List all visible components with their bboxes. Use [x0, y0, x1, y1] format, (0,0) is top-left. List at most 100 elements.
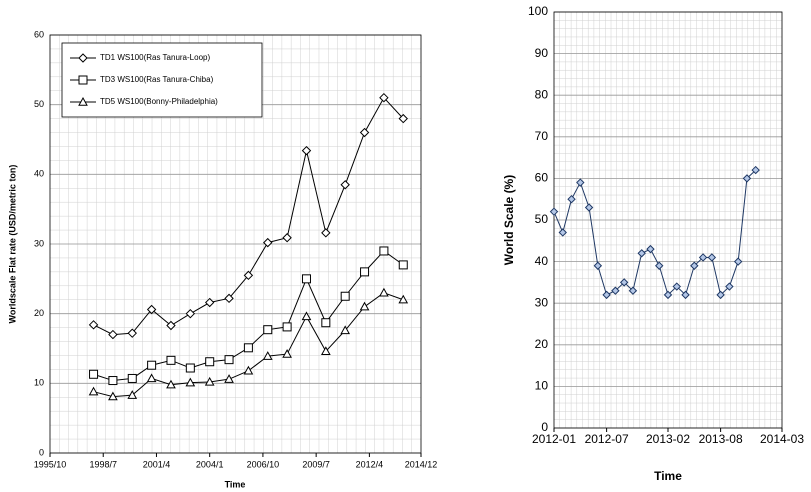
- marker: [204, 376, 215, 386]
- plot-frame: [553, 11, 783, 429]
- marker: [576, 178, 585, 187]
- x-axis-label: Time: [654, 469, 682, 483]
- y-tick-label: 50: [34, 99, 44, 109]
- marker: [733, 257, 743, 266]
- x-tick-label: 2012-01: [532, 432, 576, 446]
- legend-label: TD5 WS100(Bonny-Philadelphia): [100, 97, 218, 106]
- marker: [360, 267, 370, 277]
- y-tick-label: 30: [535, 295, 549, 309]
- x-tick-label: 1998/7: [89, 459, 117, 469]
- y-tick-label: 50: [535, 212, 549, 226]
- legend-label: TD1 WS100(Ras Tanura-Loop): [100, 53, 210, 62]
- x-tick-label: 2013-02: [646, 432, 690, 446]
- marker: [301, 145, 312, 156]
- marker: [146, 373, 157, 383]
- marker: [88, 320, 99, 330]
- x-tick-label: 2014-03: [760, 432, 804, 446]
- x-tick-label: 2001/4: [143, 459, 171, 469]
- marker: [340, 291, 350, 301]
- marker: [127, 390, 138, 399]
- marker: [646, 244, 655, 254]
- x-tick-label: 2013-08: [699, 432, 743, 446]
- series-line: [553, 169, 757, 296]
- marker: [619, 278, 629, 287]
- marker: [185, 363, 195, 373]
- y-tick-label: 60: [34, 29, 44, 39]
- y-tick-label: 70: [535, 129, 549, 143]
- marker: [282, 349, 292, 358]
- marker: [243, 270, 254, 281]
- marker: [205, 357, 215, 367]
- marker: [127, 328, 137, 338]
- marker: [88, 386, 99, 396]
- marker: [321, 318, 331, 328]
- x-tick-label: 2006/10: [247, 459, 280, 469]
- marker: [166, 379, 176, 389]
- marker: [340, 325, 351, 335]
- marker: [584, 203, 594, 212]
- y-axis-label: Worldscale Flat rate (USD/metric ton): [7, 165, 17, 324]
- marker: [751, 165, 760, 175]
- marker: [263, 237, 273, 248]
- x-tick-label: 2012-07: [585, 432, 629, 446]
- marker: [185, 377, 196, 387]
- marker: [224, 355, 234, 365]
- marker: [611, 286, 620, 295]
- marker: [320, 346, 331, 355]
- marker: [78, 53, 88, 63]
- y-tick-label: 10: [535, 379, 549, 393]
- marker: [340, 180, 350, 190]
- marker: [224, 293, 234, 304]
- marker: [379, 92, 389, 103]
- marker: [147, 360, 157, 370]
- marker: [379, 246, 389, 256]
- marker: [146, 304, 157, 315]
- marker: [698, 253, 708, 262]
- marker: [263, 325, 273, 335]
- marker: [185, 308, 196, 319]
- marker: [301, 311, 312, 321]
- marker: [359, 301, 370, 311]
- marker: [243, 365, 254, 375]
- marker: [707, 253, 717, 262]
- marker: [558, 228, 567, 237]
- x-tick-label: 2014/12: [405, 459, 438, 469]
- marker: [359, 127, 370, 138]
- marker: [742, 174, 752, 183]
- marker: [398, 113, 408, 124]
- marker: [398, 260, 408, 270]
- marker: [89, 369, 99, 379]
- marker: [321, 228, 331, 238]
- y-tick-label: 0: [541, 420, 548, 434]
- marker: [593, 261, 603, 270]
- marker: [681, 290, 690, 300]
- y-tick-label: 30: [34, 238, 44, 248]
- y-tick-label: 0: [39, 447, 44, 457]
- y-tick-label: 20: [535, 337, 549, 351]
- legend-label: TD3 WS100(Ras Tanura-Chiba): [100, 75, 214, 84]
- x-tick-label: 1995/10: [34, 459, 67, 469]
- y-tick-label: 10: [34, 378, 44, 388]
- y-tick-label: 80: [535, 87, 549, 101]
- x-tick-label: 2009/7: [302, 459, 330, 469]
- marker: [602, 290, 611, 300]
- marker: [108, 376, 118, 386]
- x-tick-label: 2004/1: [196, 459, 224, 469]
- marker: [716, 290, 725, 300]
- marker: [282, 322, 292, 332]
- marker: [78, 96, 88, 106]
- marker: [301, 274, 311, 284]
- marker: [127, 373, 137, 383]
- y-tick-label: 90: [535, 46, 549, 60]
- y-tick-label: 60: [535, 171, 549, 185]
- marker: [567, 194, 576, 204]
- marker: [655, 261, 664, 270]
- y-tick-label: 40: [34, 169, 44, 179]
- marker: [663, 290, 673, 300]
- marker: [672, 282, 681, 291]
- marker: [243, 343, 253, 353]
- marker: [78, 75, 88, 85]
- y-axis-label: World Scale (%): [502, 175, 516, 265]
- marker: [282, 233, 292, 243]
